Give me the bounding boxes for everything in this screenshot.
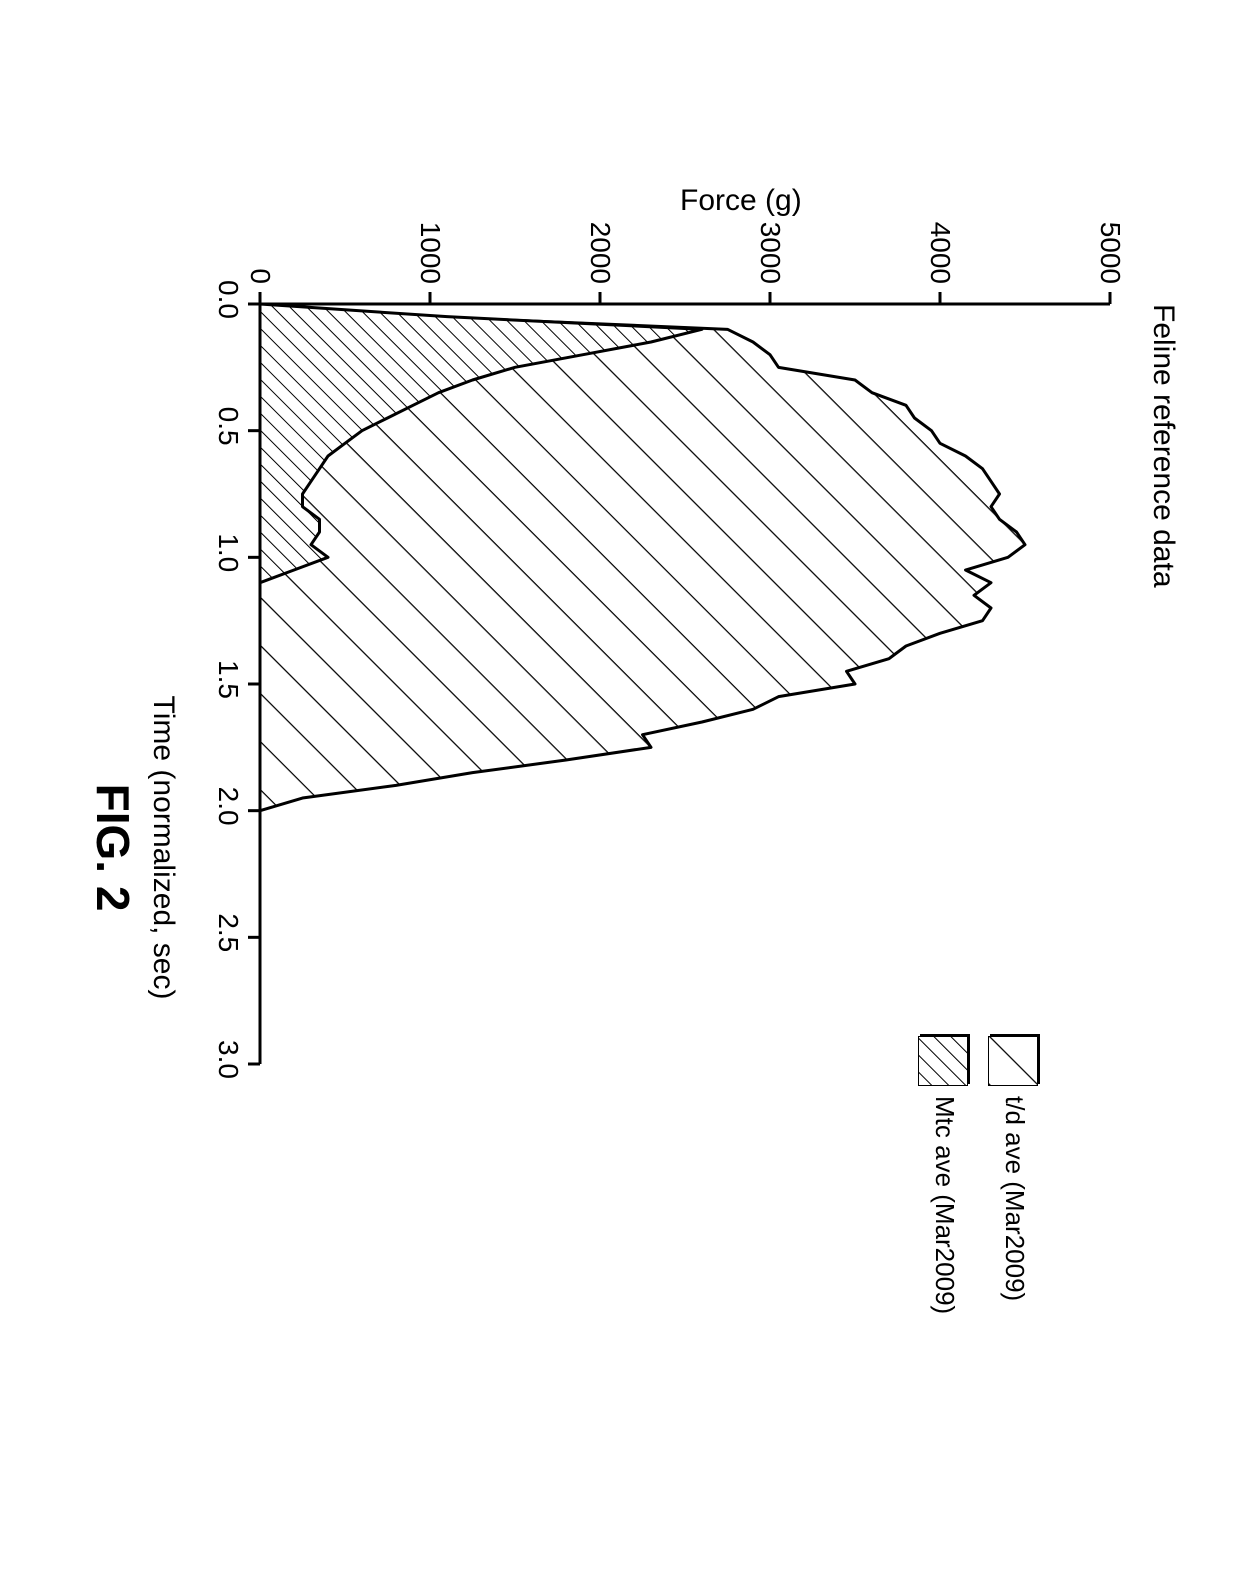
legend-item: Mtc ave (Mar2009) xyxy=(920,1034,970,1334)
x-tick-label: 1.5 xyxy=(212,660,244,699)
x-tick-label: 3.0 xyxy=(212,1040,244,1079)
legend-label: Mtc ave (Mar2009) xyxy=(930,1096,961,1314)
legend-swatch-td xyxy=(990,1034,1040,1084)
legend-label: t/d ave (Mar2009) xyxy=(1000,1096,1031,1301)
legend-item: t/d ave (Mar2009) xyxy=(990,1034,1040,1334)
legend-swatch-mtc xyxy=(920,1034,970,1084)
x-tick-label: 1.0 xyxy=(212,533,244,572)
y-tick-label: 5000 xyxy=(1094,204,1126,284)
x-tick-label: 0.5 xyxy=(212,406,244,445)
x-tick-label: 0.0 xyxy=(212,280,244,319)
x-tick-label: 2.5 xyxy=(212,913,244,952)
y-tick-label: 3000 xyxy=(754,204,786,284)
y-tick-label: 1000 xyxy=(414,204,446,284)
x-tick-label: 2.0 xyxy=(212,786,244,825)
figure-label: FIG. 2 xyxy=(86,114,140,1581)
legend: t/d ave (Mar2009) Mtc ave (Mar2009) xyxy=(900,1034,1040,1334)
chart-title: Feline reference data xyxy=(1146,304,1180,588)
page: Feline reference data Force (g) Time (no… xyxy=(0,114,1240,1354)
y-tick-label: 2000 xyxy=(584,204,616,284)
y-tick-label: 0 xyxy=(244,204,276,284)
x-axis-label: Time (normalized, sec) xyxy=(146,114,180,1581)
y-tick-label: 4000 xyxy=(924,204,956,284)
